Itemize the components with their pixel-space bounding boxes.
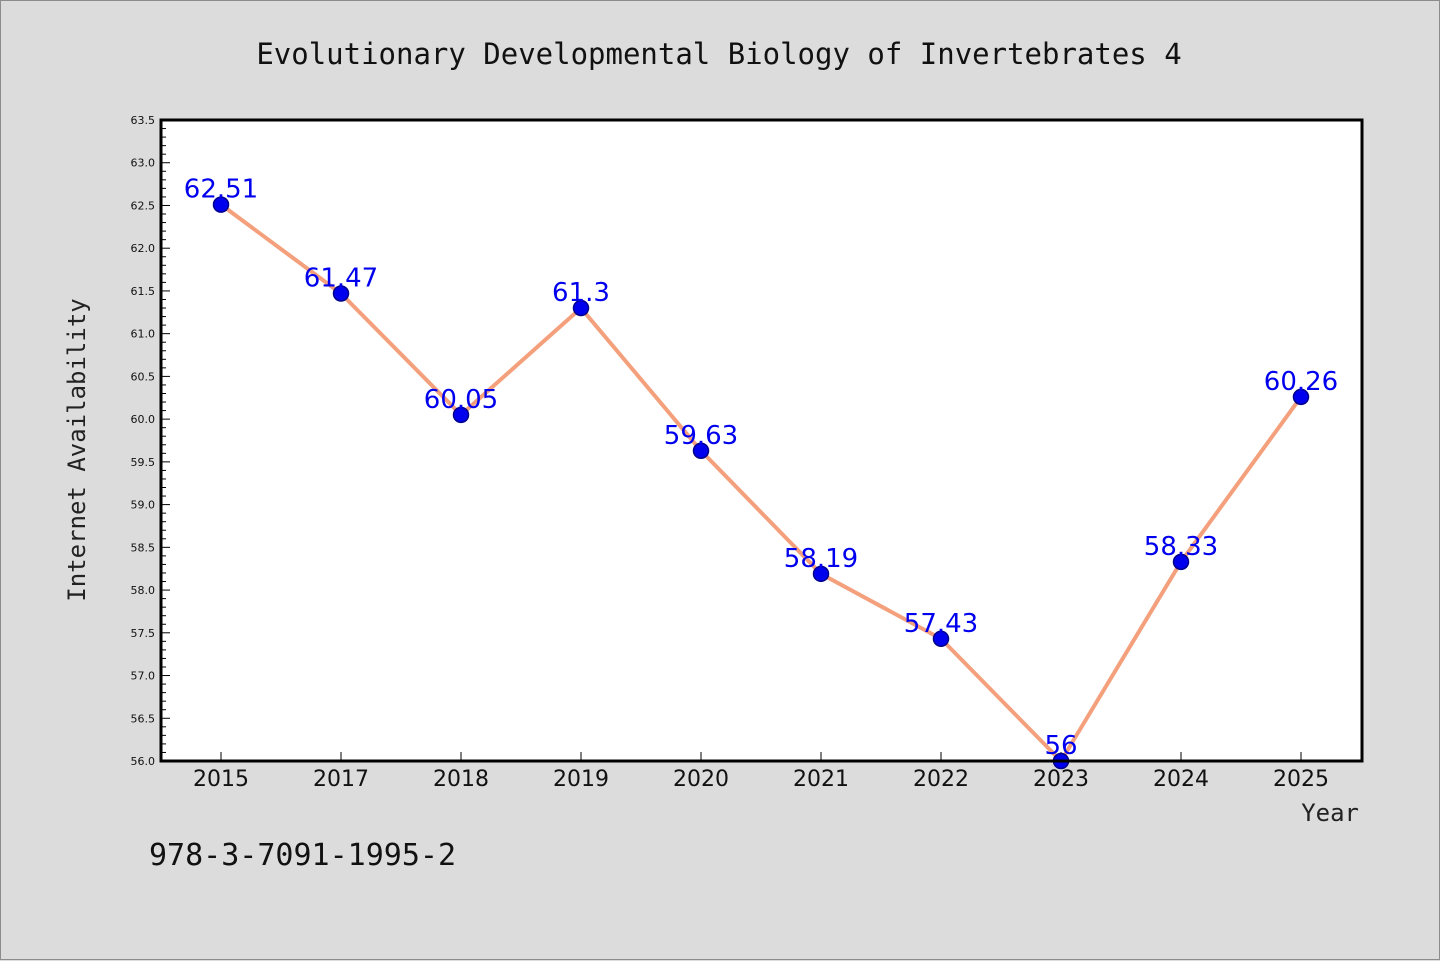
y-tick-label: 62.5 xyxy=(131,199,156,212)
plot-area xyxy=(161,120,1362,761)
plot-frame xyxy=(159,118,1364,763)
x-tick-label: 2021 xyxy=(793,767,849,792)
y-tick-label: 58.0 xyxy=(131,584,156,597)
y-axis: 56.0 56.5 57.0 57.5 58.0 58.5 59.0 59.5 60.0 60.5… xyxy=(131,114,170,768)
x-tick-label: 2018 xyxy=(433,767,489,792)
y-tick-label: 59.0 xyxy=(131,499,156,512)
x-tick-label: 2024 xyxy=(1153,767,1209,792)
data-label: 60.05 xyxy=(424,385,498,415)
data-points xyxy=(212,196,1310,770)
y-tick-label: 61.0 xyxy=(131,328,156,341)
data-label: 61.3 xyxy=(552,278,610,308)
x-tick-label: 2019 xyxy=(553,767,609,792)
series-line xyxy=(219,203,1303,763)
x-tick-label: 2025 xyxy=(1273,767,1329,792)
y-tick-label: 58.5 xyxy=(131,541,156,554)
data-point xyxy=(212,196,230,213)
y-tick-label: 62.0 xyxy=(131,242,156,255)
data-label: 56 xyxy=(1044,731,1077,761)
data-point xyxy=(1172,553,1190,571)
x-tick-label: 2023 xyxy=(1033,767,1089,792)
data-labels: 62.51 61.47 60.05 61.3 59.63 58.19 57.43 56 58.3… xyxy=(184,175,1338,761)
data-label: 59.63 xyxy=(664,421,738,451)
data-point xyxy=(932,630,950,648)
data-label: 61.47 xyxy=(304,263,378,293)
y-tick-label: 57.0 xyxy=(131,670,156,683)
x-tick-label: 2015 xyxy=(193,767,249,792)
data-point xyxy=(692,442,710,460)
data-label: 62.51 xyxy=(184,175,258,205)
chart-title: Evolutionary Developmental Biology of In… xyxy=(256,37,1181,71)
x-axis: 2015 2017 2018 2019 2020 2021 2022 2023 2024 2025 xyxy=(193,752,1329,792)
data-point xyxy=(1292,388,1310,406)
data-label: 58.19 xyxy=(784,544,858,574)
y-tick-label: 61.5 xyxy=(131,285,156,298)
y-tick-label: 60.5 xyxy=(131,370,156,383)
y-tick-label: 56.0 xyxy=(131,755,156,768)
y-tick-label: 56.5 xyxy=(131,712,156,725)
data-label: 57.43 xyxy=(904,609,978,639)
x-axis-label: Year xyxy=(1301,799,1359,827)
data-point xyxy=(452,406,470,424)
y-tick-label: 59.5 xyxy=(131,456,156,469)
data-point xyxy=(812,565,830,583)
data-label: 60.26 xyxy=(1264,367,1338,397)
data-point xyxy=(332,285,350,302)
y-tick-label: 57.5 xyxy=(131,627,156,640)
y-tick-label: 60.0 xyxy=(131,413,156,426)
isbn-text: 978-3-7091-1995-2 xyxy=(149,838,456,873)
y-tick-label: 63.5 xyxy=(131,114,156,127)
x-tick-label: 2017 xyxy=(313,767,369,792)
data-label: 58.33 xyxy=(1144,532,1218,562)
y-axis-label: Internet Availability xyxy=(63,298,91,601)
x-tick-label: 2022 xyxy=(913,767,969,792)
x-tick-label: 2020 xyxy=(673,767,729,792)
y-tick-label: 63.0 xyxy=(131,157,156,170)
data-point xyxy=(572,299,590,317)
